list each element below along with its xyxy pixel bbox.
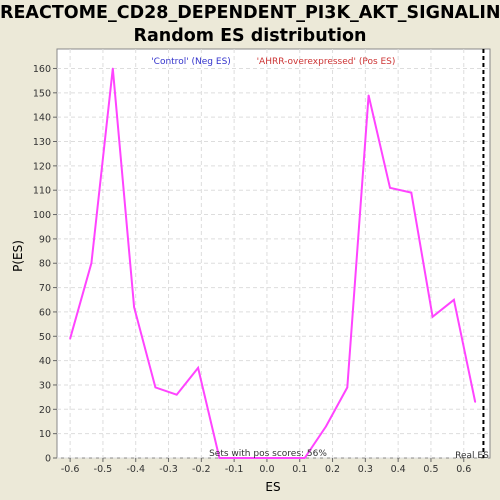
data-point: [474, 401, 477, 403]
y-tick-label: 110: [33, 186, 51, 197]
data-point: [111, 67, 114, 70]
x-axis-label: ES: [265, 480, 280, 494]
data-point: [261, 457, 263, 459]
data-point: [367, 94, 370, 97]
series-layer: [69, 67, 477, 459]
y-tick-label: 10: [39, 429, 51, 440]
legend-pos-label: 'AHRR-overexpressed' (Pos ES): [257, 57, 396, 67]
y-tick-label: 0: [45, 454, 51, 465]
y-tick-label: 30: [39, 380, 51, 391]
pos-score-annotation: Sets with pos scores: 56%: [209, 449, 327, 459]
grid: [57, 49, 490, 459]
x-tick-label: -0.6: [61, 464, 80, 475]
data-point: [346, 386, 349, 389]
x-tick-label: -0.2: [192, 464, 211, 475]
data-point: [239, 457, 242, 459]
data-point: [154, 386, 157, 389]
data-point: [133, 306, 135, 308]
x-tick-label: -0.3: [159, 464, 178, 475]
y-tick-label: 20: [39, 405, 51, 416]
x-tick-label: 0.5: [423, 464, 438, 475]
x-tick-label: 0.3: [358, 464, 373, 475]
data-point: [218, 457, 221, 459]
x-tick-label: -0.1: [225, 464, 244, 475]
data-point: [197, 367, 199, 369]
y-tick-label: 150: [33, 88, 51, 99]
data-point: [453, 298, 455, 301]
es-distribution-line: [69, 68, 477, 459]
x-tick-label: -0.5: [94, 464, 113, 475]
y-tick-label: 60: [39, 307, 51, 318]
axes: 0 10 20 30 40 50 60 70 80 90 100 110 120 130 140 150 160…: [33, 64, 471, 475]
x-tick-label: 0.4: [391, 464, 406, 475]
data-point: [431, 315, 434, 318]
data-point: [389, 186, 391, 189]
chart-title: REACTOME_CD28_DEPENDENT_PI3K_AKT_SIGNALI…: [0, 2, 500, 48]
x-tick-label: 0.1: [292, 464, 307, 475]
y-tick-label: 40: [39, 356, 51, 367]
data-point: [90, 262, 93, 265]
y-tick-label: 120: [33, 161, 51, 172]
y-tick-label: 100: [33, 210, 51, 221]
data-point: [282, 457, 285, 459]
y-tick-label: 80: [39, 259, 51, 270]
chart-title-line-1: REACTOME_CD28_DEPENDENT_PI3K_AKT_SIGNALI…: [0, 3, 500, 23]
y-tick-label: 70: [39, 283, 51, 294]
data-point: [175, 393, 178, 396]
y-tick-label: 160: [33, 64, 51, 75]
chart-title-line-2: Random ES distribution: [133, 26, 367, 46]
legend-neg-label: 'Control' (Neg ES): [151, 57, 231, 67]
y-tick-label: 140: [33, 113, 51, 124]
data-point: [410, 191, 413, 194]
x-tick-label: -0.4: [126, 464, 145, 475]
data-point: [325, 425, 327, 428]
data-point: [69, 337, 71, 340]
data-point: [303, 457, 306, 459]
y-axis-label: P(ES): [11, 240, 25, 272]
y-tick-label: 130: [33, 137, 51, 148]
x-tick-label: 0.6: [456, 464, 471, 475]
y-tick-label: 90: [39, 234, 51, 245]
x-tick-label: 0.0: [259, 464, 274, 475]
x-tick-label: 0.2: [325, 464, 340, 475]
real-es-label: Real ES: [455, 451, 489, 461]
y-tick-label: 50: [39, 332, 51, 343]
plot-area: [56, 48, 491, 459]
